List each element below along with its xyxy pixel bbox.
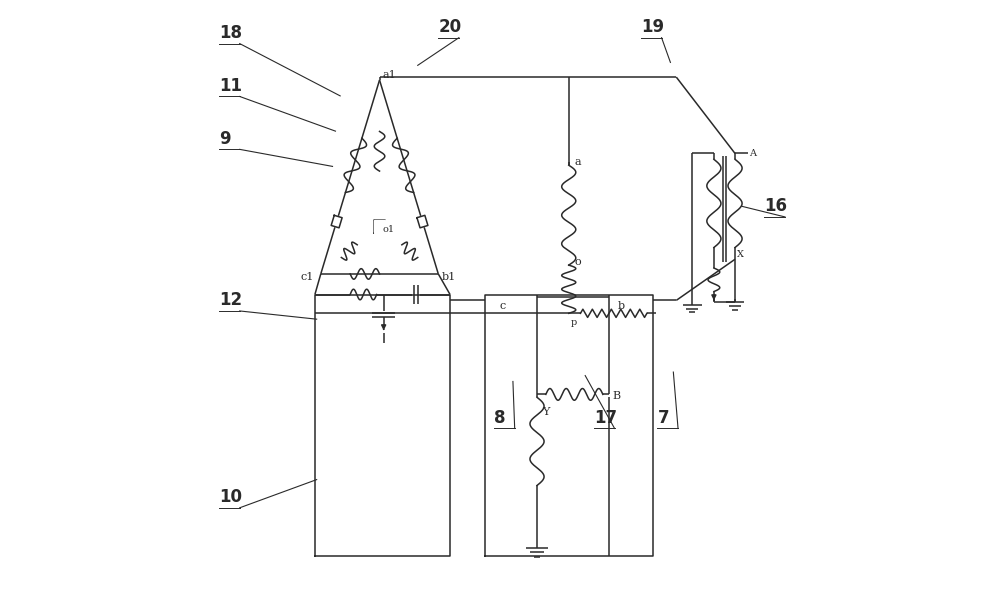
Text: 9: 9 [219, 130, 231, 148]
Text: 17: 17 [594, 409, 617, 427]
Text: 16: 16 [764, 197, 787, 216]
Text: A: A [749, 149, 756, 158]
Text: X: X [737, 250, 744, 259]
Text: 19: 19 [641, 18, 664, 36]
Text: o1: o1 [382, 226, 395, 234]
Text: a1: a1 [382, 70, 396, 80]
Polygon shape [417, 216, 428, 228]
Text: c1: c1 [300, 272, 314, 282]
Text: 7: 7 [657, 409, 669, 427]
Text: c: c [500, 300, 506, 310]
Text: 10: 10 [219, 488, 242, 506]
Text: o: o [575, 257, 581, 267]
Text: p: p [571, 317, 577, 327]
Polygon shape [374, 220, 385, 233]
Text: a: a [575, 157, 581, 167]
Text: 11: 11 [219, 77, 242, 95]
Text: 8: 8 [494, 409, 506, 427]
Text: b: b [618, 300, 625, 310]
Text: 18: 18 [219, 24, 242, 42]
Text: 20: 20 [438, 18, 461, 36]
Text: Y: Y [542, 407, 549, 417]
Text: B: B [612, 391, 620, 401]
Polygon shape [331, 216, 342, 228]
Text: 12: 12 [219, 292, 242, 309]
Text: b1: b1 [442, 272, 456, 282]
